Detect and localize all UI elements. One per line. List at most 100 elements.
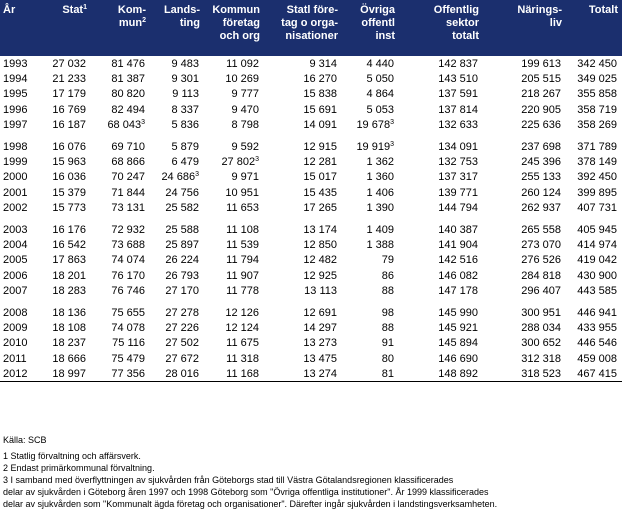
- cell-value: 13 475: [303, 352, 337, 365]
- value-cell: 9 470: [204, 102, 264, 117]
- year-cell: 2005: [0, 253, 42, 268]
- column-header-label: Stat: [62, 4, 84, 16]
- cell-value: 446 941: [577, 306, 617, 319]
- cell-value: 459 008: [577, 352, 617, 365]
- cell-value: 75 479: [111, 352, 145, 365]
- cell-value: 2003: [3, 223, 28, 236]
- value-cell: 371 789: [566, 139, 622, 154]
- value-cell: 13 274: [264, 366, 342, 383]
- cell-value: 2012: [3, 367, 28, 380]
- cell-value: 12 850: [303, 238, 337, 251]
- value-cell: 88: [342, 320, 399, 335]
- value-cell: 77 356: [91, 366, 150, 383]
- cell-value: 16 270: [303, 73, 337, 86]
- cell-value: 358 269: [577, 119, 617, 132]
- value-cell: 1 390: [342, 201, 399, 216]
- cell-value: 18 108: [52, 321, 86, 334]
- cell-value: 76 170: [111, 269, 145, 282]
- column-header-label: Närings- liv: [517, 4, 562, 29]
- cell-value: 9 592: [231, 140, 259, 153]
- cell-value: 12 915: [303, 140, 337, 153]
- value-cell: 27 8023: [204, 154, 264, 169]
- footnote-3-continued: delar av sjukvården i Göteborg åren 1997…: [3, 487, 489, 497]
- table-row: 2012 18 997 77 356 28 016 11 168 13 274 81 148 …: [0, 366, 622, 383]
- table-header: År Stat1 Kom- mun2 Lands- ting Kommun företa…: [0, 0, 622, 56]
- cell-value: 11 794: [226, 254, 259, 267]
- cell-value: 2002: [3, 202, 28, 215]
- value-cell: 17 179: [42, 87, 91, 102]
- footnote-marker: 2: [142, 17, 146, 24]
- cell-value: 82 494: [111, 103, 145, 116]
- year-cell: 1993: [0, 56, 42, 71]
- value-cell: 74 074: [91, 253, 150, 268]
- cell-value: 140 387: [438, 223, 478, 236]
- cell-value: 68 043: [107, 119, 142, 132]
- table-row: 1998 16 076 69 710 5 879 9 592 12 915 19 9193 1…: [0, 139, 622, 154]
- table-row: 2002 15 773 73 131 25 582 11 653 17 265 1 390 1…: [0, 201, 622, 216]
- value-cell: 262 937: [483, 201, 566, 216]
- value-cell: 80 820: [91, 87, 150, 102]
- value-cell: 26 793: [150, 268, 204, 283]
- cell-value: 25 582: [165, 202, 199, 215]
- value-cell: 430 900: [566, 268, 622, 283]
- value-cell: 86: [342, 268, 399, 283]
- value-cell: 300 652: [483, 336, 566, 351]
- cell-value: 414 974: [577, 238, 617, 251]
- cell-value: 16 769: [52, 103, 86, 116]
- value-cell: 146 690: [399, 351, 483, 366]
- footnote-3: 3 I samband med överflyttningen av sjukv…: [3, 475, 454, 485]
- table-row: 2006 18 201 76 170 26 793 11 907 12 925 86 146 …: [0, 268, 622, 283]
- value-cell: 1 409: [342, 222, 399, 237]
- table-row: 1996 16 769 82 494 8 337 9 470 15 691 5 053 137…: [0, 102, 622, 117]
- cell-value: 11 778: [226, 285, 259, 298]
- cell-value: 218 267: [521, 88, 561, 101]
- cell-value: 18 283: [52, 285, 86, 298]
- value-cell: 15 838: [264, 87, 342, 102]
- header-row: År Stat1 Kom- mun2 Lands- ting Kommun företa…: [0, 0, 622, 56]
- year-cell: 2000: [0, 170, 42, 185]
- cell-value: 1 406: [366, 186, 394, 199]
- value-cell: 237 698: [483, 139, 566, 154]
- value-cell: 10 951: [204, 185, 264, 200]
- value-cell: 15 691: [264, 102, 342, 117]
- value-cell: 98: [342, 305, 399, 320]
- value-cell: 18 108: [42, 320, 91, 335]
- table-row: 2011 18 666 75 479 27 672 11 318 13 475 80 146 …: [0, 351, 622, 366]
- value-cell: 25 582: [150, 201, 204, 216]
- column-header: Statl före- tag o orga- nisationer: [264, 0, 342, 56]
- cell-value: 15 963: [52, 156, 86, 169]
- value-cell: 419 042: [566, 253, 622, 268]
- cell-value: 139 771: [438, 186, 478, 199]
- cell-value: 143 510: [438, 73, 478, 86]
- cell-value: 11 318: [226, 352, 259, 365]
- cell-value: 137 317: [438, 171, 478, 184]
- year-cell: 1998: [0, 139, 42, 154]
- footnote-marker: 3: [390, 119, 394, 127]
- value-cell: 12 482: [264, 253, 342, 268]
- footnote-marker: 3: [390, 140, 394, 148]
- value-cell: 260 124: [483, 185, 566, 200]
- value-cell: 28 016: [150, 366, 204, 383]
- value-cell: 296 407: [483, 283, 566, 298]
- cell-value: 378 149: [577, 156, 617, 169]
- value-cell: 13 113: [264, 283, 342, 298]
- value-cell: 392 450: [566, 170, 622, 185]
- value-cell: 276 526: [483, 253, 566, 268]
- value-cell: 132 753: [399, 154, 483, 169]
- value-cell: 144 794: [399, 201, 483, 216]
- value-cell: 11 108: [204, 222, 264, 237]
- value-cell: 218 267: [483, 87, 566, 102]
- cell-value: 15 379: [52, 186, 86, 199]
- cell-value: 10 951: [225, 186, 259, 199]
- cell-value: 75 116: [112, 337, 145, 350]
- value-cell: 358 269: [566, 118, 622, 133]
- cell-value: 1997: [3, 119, 28, 132]
- footnote-3-continued: delar av sjukvården som "Kommunalt ägda …: [3, 499, 498, 509]
- cell-value: 16 036: [52, 171, 86, 184]
- cell-value: 145 894: [438, 337, 478, 350]
- column-header: Kommun företag och org: [204, 0, 264, 56]
- value-cell: 134 091: [399, 139, 483, 154]
- value-cell: 5 053: [342, 102, 399, 117]
- cell-value: 21 233: [52, 73, 86, 86]
- cell-value: 358 719: [577, 103, 617, 116]
